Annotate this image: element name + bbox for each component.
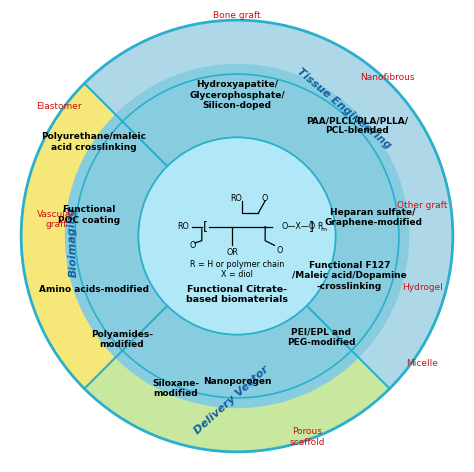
Text: Bone graft: Bone graft — [213, 11, 261, 20]
Text: O: O — [192, 208, 198, 217]
Text: R = H or polymer chain: R = H or polymer chain — [190, 260, 284, 269]
Text: PEI/EPL and
PEG-modified: PEI/EPL and PEG-modified — [287, 327, 356, 346]
Wedge shape — [84, 20, 453, 388]
Text: R: R — [317, 222, 322, 231]
Circle shape — [138, 137, 336, 335]
Text: Other graft: Other graft — [397, 201, 447, 210]
Wedge shape — [21, 84, 237, 388]
Wedge shape — [84, 236, 390, 452]
Text: X = diol: X = diol — [221, 270, 253, 279]
Wedge shape — [65, 64, 409, 408]
Text: Functional
POC coating: Functional POC coating — [58, 205, 120, 225]
Text: Nanofibrous: Nanofibrous — [360, 73, 414, 82]
Text: O: O — [246, 177, 252, 186]
Text: Hydroxyapatite/
Glycerophosphate/
Silicon-doped: Hydroxyapatite/ Glycerophosphate/ Silico… — [189, 80, 285, 110]
Text: [: [ — [202, 220, 208, 233]
Text: Delivery Vector: Delivery Vector — [192, 364, 271, 436]
Text: Amino acids-modified: Amino acids-modified — [39, 286, 149, 295]
Text: R: R — [302, 207, 308, 216]
Text: ]: ] — [309, 220, 314, 233]
Text: RO: RO — [189, 193, 201, 202]
Text: O: O — [262, 225, 268, 234]
Text: Polyamides-
modified: Polyamides- modified — [91, 329, 153, 349]
Text: Polyurethane/maleic
acid crosslinking: Polyurethane/maleic acid crosslinking — [41, 133, 146, 152]
Text: Hydrogel: Hydrogel — [402, 283, 443, 292]
Text: O: O — [262, 194, 268, 203]
Text: RO: RO — [177, 222, 189, 231]
Text: Elastomer: Elastomer — [36, 102, 82, 111]
Text: OR: OR — [227, 248, 238, 257]
Text: ]: ] — [295, 199, 301, 212]
Text: Nanoporogen: Nanoporogen — [203, 377, 271, 386]
Text: O—X—O: O—X—O — [262, 202, 292, 209]
Text: OR: OR — [236, 225, 247, 234]
Text: Porous
scaffold: Porous scaffold — [290, 427, 325, 447]
Text: Heparan sulfate/
Graphene-modified: Heparan sulfate/ Graphene-modified — [324, 208, 422, 227]
Text: [: [ — [216, 193, 221, 207]
Text: O: O — [276, 245, 283, 254]
Text: Bioimaging: Bioimaging — [67, 206, 79, 277]
Text: Functional F127
/Maleic acid/Dopamine
-crosslinking: Functional F127 /Maleic acid/Dopamine -c… — [292, 261, 407, 291]
Text: RO: RO — [191, 194, 203, 203]
Text: Tissue Engineering: Tissue Engineering — [295, 66, 393, 151]
Circle shape — [138, 137, 336, 335]
Text: Micelle: Micelle — [406, 359, 438, 368]
Text: RO: RO — [230, 194, 242, 203]
Text: Vascular
graft: Vascular graft — [37, 210, 75, 229]
Text: Siloxane-
modified: Siloxane- modified — [153, 379, 200, 398]
Text: O: O — [189, 241, 196, 250]
Text: O—X—O: O—X—O — [282, 222, 316, 231]
Text: m: m — [321, 227, 327, 232]
Text: m: m — [303, 198, 310, 203]
Text: RO: RO — [221, 177, 232, 186]
Circle shape — [75, 74, 399, 398]
Text: Functional Citrate-
based biomaterials: Functional Citrate- based biomaterials — [186, 285, 288, 304]
Text: PAA/PLCL/PLA/PLLA/
PCL-blended: PAA/PLCL/PLA/PLLA/ PCL-blended — [306, 116, 408, 135]
